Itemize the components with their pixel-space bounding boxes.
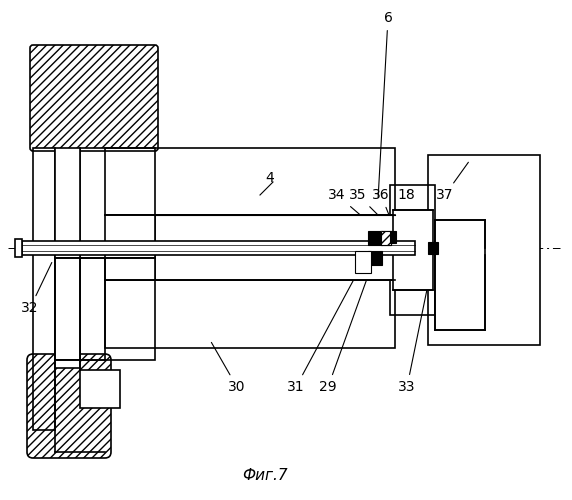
Bar [15,239,22,257]
Bar [22,241,415,255]
Bar [368,231,382,245]
Bar [105,148,395,215]
Bar [80,258,155,360]
Bar [105,280,395,348]
Text: 36: 36 [372,188,390,218]
Text: 34: 34 [328,188,370,223]
Text: 4: 4 [265,171,274,185]
Bar [155,215,395,280]
Bar [393,210,433,290]
Bar [381,231,391,245]
Text: Фиг.7: Фиг.7 [242,468,288,482]
Bar [390,185,435,315]
Text: 30: 30 [212,342,246,394]
Bar [390,231,396,243]
Text: 35: 35 [349,188,381,218]
Bar [105,258,155,280]
Bar [80,148,155,258]
Bar [33,148,55,430]
Bar [355,251,371,273]
Bar [80,148,155,258]
Text: 18: 18 [397,188,415,202]
Text: 32: 32 [21,262,52,315]
Text: 31: 31 [287,270,359,394]
Bar [80,258,155,360]
Bar [428,242,438,254]
Text: 33: 33 [398,268,431,394]
Bar [105,280,395,348]
Bar [105,148,395,215]
Bar [428,155,540,345]
Bar [381,231,391,245]
Bar [435,220,485,330]
Bar [55,258,80,360]
Bar [390,185,435,315]
Bar [368,251,382,265]
Bar [381,231,391,245]
Bar [55,360,80,368]
Bar [80,370,120,408]
Bar [33,148,55,430]
Text: 29: 29 [319,264,372,394]
Bar [55,148,80,258]
Bar [105,215,155,258]
FancyBboxPatch shape [30,45,158,151]
Bar [428,155,540,345]
Text: 37: 37 [436,162,468,202]
FancyBboxPatch shape [27,354,111,458]
Text: 6: 6 [378,11,392,197]
